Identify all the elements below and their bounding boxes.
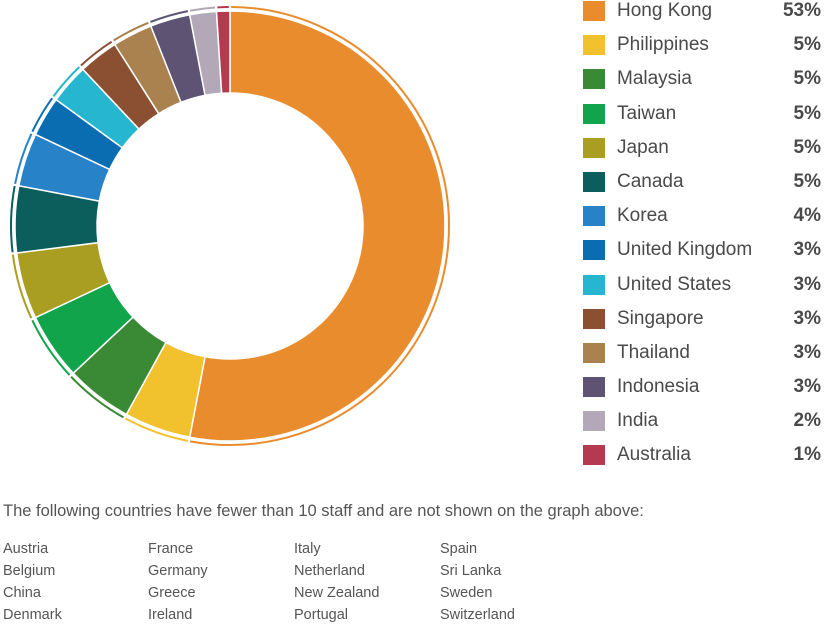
legend-item: Japan 5% [583,137,833,171]
legend-item: Hong Kong 53% [583,0,833,34]
legend-item: Malaysia 5% [583,68,833,102]
legend-label: Korea [617,205,668,227]
legend-label: Singapore [617,308,704,330]
country-list-item: China [3,582,148,604]
legend-swatch [583,69,605,89]
legend-label: India [617,410,658,432]
country-list-item: Germany [148,560,294,582]
legend-label: Taiwan [617,103,676,125]
legend-label: Japan [617,137,669,159]
legend-label: Thailand [617,342,690,364]
legend-item: United Kingdom 3% [583,239,833,273]
legend-label: Hong Kong [617,0,712,22]
country-list-item: Italy [294,538,440,560]
legend-value: 3% [794,342,821,364]
legend-value: 3% [794,308,821,330]
legend-item: Indonesia 3% [583,376,833,410]
country-list-item: Spain [440,538,586,560]
country-list-item: Greece [148,582,294,604]
legend-value: 5% [794,34,821,56]
legend-label: Indonesia [617,376,699,398]
legend-swatch [583,104,605,124]
legend-value: 5% [794,103,821,125]
country-list-item: Sweden [440,582,586,604]
legend-swatch [583,377,605,397]
donut-chart [0,0,460,460]
legend-label: Malaysia [617,68,692,90]
country-list-item: New Zealand [294,582,440,604]
legend-value: 5% [794,171,821,193]
country-list-item: Netherland [294,560,440,582]
legend-item: United States 3% [583,274,833,308]
legend-item: Canada 5% [583,171,833,205]
footnote-text: The following countries have fewer than … [3,502,644,521]
legend-item: Philippines 5% [583,34,833,68]
legend-value: 2% [794,410,821,432]
legend-swatch [583,138,605,158]
legend-value: 4% [794,205,821,227]
legend-value: 3% [794,239,821,261]
legend-value: 5% [794,137,821,159]
legend-label: United States [617,274,731,296]
legend-label: United Kingdom [617,239,752,261]
country-list-item: Belgium [3,560,148,582]
legend-value: 3% [794,274,821,296]
legend-swatch [583,445,605,465]
legend-swatch [583,343,605,363]
legend-swatch [583,275,605,295]
legend-value: 3% [794,376,821,398]
legend-swatch [583,309,605,329]
legend-item: Singapore 3% [583,308,833,342]
legend-item: Thailand 3% [583,342,833,376]
legend-value: 1% [794,444,821,466]
donut-ring-arc [190,8,215,11]
legend-swatch [583,35,605,55]
legend-item: Korea 4% [583,205,833,239]
legend-swatch [583,206,605,226]
legend-label: Canada [617,171,684,193]
legend-item: Taiwan 5% [583,103,833,137]
donut-ring-arc [11,186,15,252]
country-list-item: Austria [3,538,148,560]
legend-item: India 2% [583,410,833,444]
legend-swatch [583,1,605,21]
legend-value: 53% [783,0,821,22]
legend-value: 5% [794,68,821,90]
country-list-item: France [148,538,294,560]
legend-swatch [583,411,605,431]
legend-label: Philippines [617,34,709,56]
legend-swatch [583,240,605,260]
legend-label: Australia [617,444,691,466]
legend-swatch [583,172,605,192]
legend-item: Australia 1% [583,444,833,478]
country-list-item: Sri Lanka [440,560,586,582]
